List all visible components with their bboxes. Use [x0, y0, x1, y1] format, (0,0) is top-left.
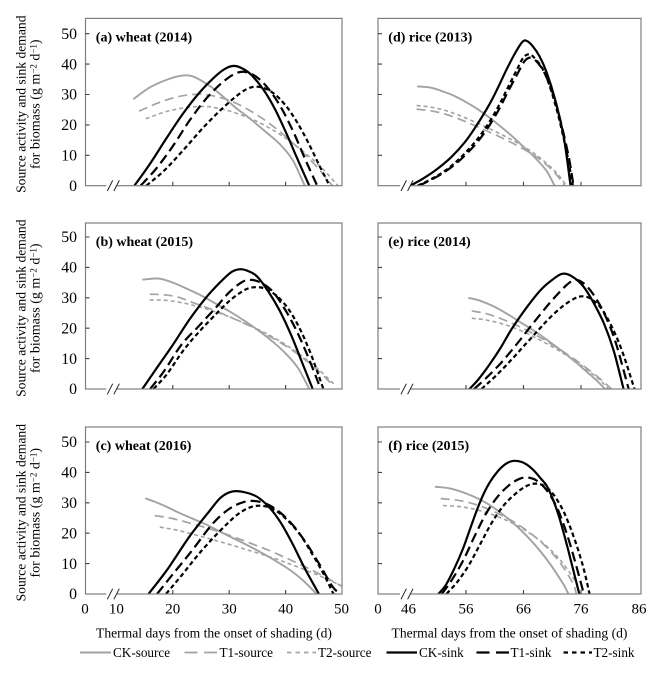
- svg-text:(f) rice (2015): (f) rice (2015): [388, 439, 469, 454]
- svg-text:10: 10: [61, 148, 77, 165]
- svg-text:Thermal days from the onset of: Thermal days from the onset of shading (…: [392, 626, 628, 642]
- svg-text:50: 50: [61, 434, 77, 451]
- svg-text:10: 10: [109, 602, 124, 618]
- svg-text:Source activity and sink deman: Source activity and sink demand: [14, 15, 29, 193]
- svg-text:T1-source: T1-source: [220, 645, 274, 660]
- svg-text:50: 50: [334, 602, 349, 618]
- svg-text:76: 76: [574, 602, 590, 618]
- svg-text:66: 66: [516, 602, 532, 618]
- svg-text:0: 0: [69, 381, 77, 398]
- svg-text:Source activity and sink deman: Source activity and sink demand: [14, 424, 29, 602]
- svg-text:10: 10: [61, 351, 77, 368]
- svg-text:10: 10: [61, 556, 77, 573]
- svg-text:(c) wheat (2016): (c) wheat (2016): [96, 439, 192, 454]
- svg-text:T1-sink: T1-sink: [511, 645, 552, 660]
- svg-text:40: 40: [61, 465, 77, 482]
- svg-text:20: 20: [165, 602, 180, 618]
- svg-text:(b) wheat (2015): (b) wheat (2015): [96, 235, 194, 250]
- svg-text:30: 30: [61, 495, 77, 512]
- svg-text:40: 40: [61, 56, 77, 73]
- svg-text:56: 56: [459, 602, 475, 618]
- svg-text:30: 30: [61, 290, 77, 307]
- svg-text:for biomass (g m−2 d−1): for biomass (g m−2 d−1): [29, 243, 44, 373]
- svg-text:0: 0: [69, 178, 77, 195]
- svg-text:50: 50: [61, 229, 77, 246]
- svg-text:0: 0: [81, 602, 89, 618]
- svg-text:CK-sink: CK-sink: [419, 645, 464, 660]
- svg-text:Thermal days from the onset of: Thermal days from the onset of shading (…: [96, 626, 332, 642]
- svg-text:20: 20: [61, 525, 77, 542]
- svg-text:40: 40: [61, 260, 77, 277]
- svg-text:Source activity and sink deman: Source activity and sink demand: [14, 219, 29, 397]
- svg-text:(e) rice (2014): (e) rice (2014): [388, 235, 471, 250]
- svg-text:40: 40: [278, 602, 293, 618]
- svg-text:0: 0: [374, 602, 382, 618]
- svg-text:46: 46: [401, 602, 417, 618]
- svg-text:CK-source: CK-source: [113, 645, 170, 660]
- svg-text:T2-source: T2-source: [318, 645, 372, 660]
- svg-text:(d) rice (2013): (d) rice (2013): [388, 31, 472, 46]
- svg-text:30: 30: [61, 87, 77, 104]
- svg-text:20: 20: [61, 320, 77, 337]
- svg-text:50: 50: [61, 26, 77, 43]
- svg-text:30: 30: [222, 602, 237, 618]
- svg-text:20: 20: [61, 117, 77, 134]
- svg-text:for biomass (g m−2 d−1): for biomass (g m−2 d−1): [29, 39, 44, 169]
- svg-text:0: 0: [69, 586, 77, 603]
- svg-text:(a) wheat (2014): (a) wheat (2014): [96, 31, 193, 46]
- svg-text:T2-sink: T2-sink: [594, 645, 635, 660]
- svg-text:86: 86: [632, 602, 648, 618]
- svg-text:for biomass (g m−2 d−1): for biomass (g m−2 d−1): [29, 448, 44, 578]
